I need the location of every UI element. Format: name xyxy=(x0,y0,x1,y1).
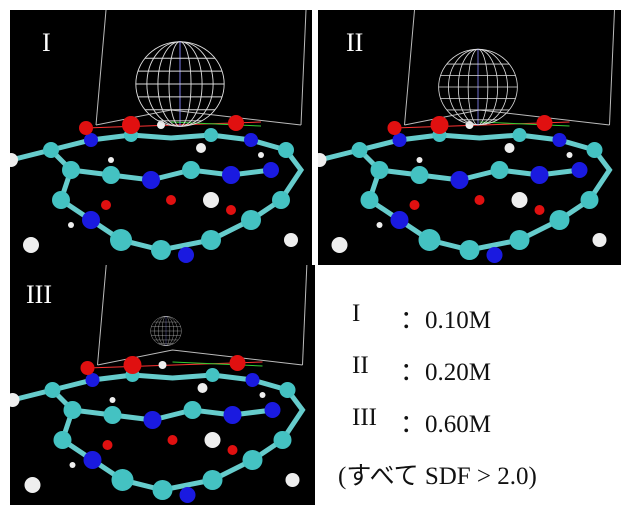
panel-label: III xyxy=(26,280,52,310)
legend: I：0.10M II：0.20M III：0.60M (すべて SDF > 2.… xyxy=(352,300,621,508)
panel-image xyxy=(10,265,315,505)
legend-key: I xyxy=(352,300,400,352)
legend-key: III xyxy=(352,404,400,456)
legend-value: ：0.20M xyxy=(400,352,491,404)
legend-key: II xyxy=(352,352,400,404)
legend-row: I：0.10M xyxy=(352,300,621,352)
legend-note: (すべて SDF > 2.0) xyxy=(338,456,621,508)
figure: I II III I：0.10M II：0.20M III：0.60M (すべて… xyxy=(0,0,621,516)
legend-value: ：0.10M xyxy=(400,300,491,352)
legend-row: II：0.20M xyxy=(352,352,621,404)
legend-value: ：0.60M xyxy=(400,404,491,456)
panel-image xyxy=(318,10,621,265)
legend-row: III：0.60M xyxy=(352,404,621,456)
panel-label: II xyxy=(346,28,363,58)
panel-image xyxy=(10,10,312,265)
panel-label: I xyxy=(42,28,51,58)
